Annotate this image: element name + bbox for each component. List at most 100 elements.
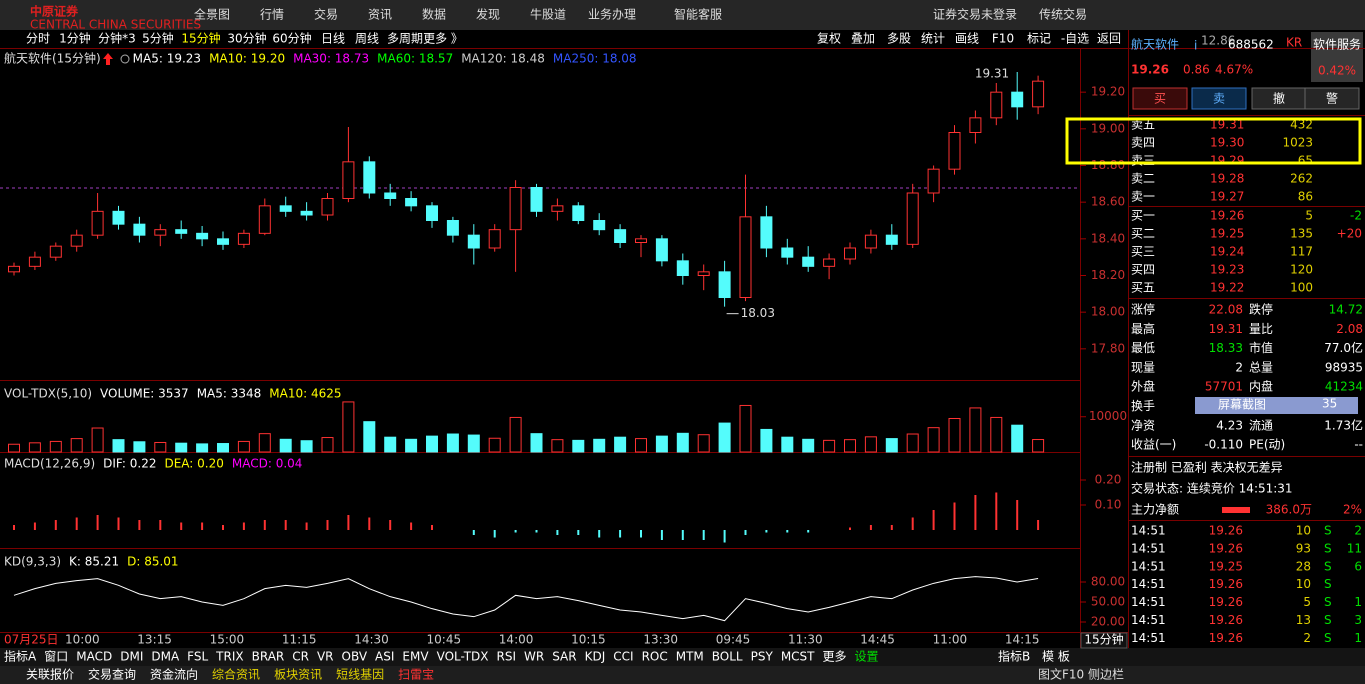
tool-button[interactable]: -自选 — [1061, 32, 1089, 46]
trade-side: S — [1324, 613, 1332, 627]
x-tick-label: 13:30 — [643, 633, 678, 647]
level-label: 卖四 — [1131, 136, 1155, 150]
indicator-tab[interactable]: CCI — [613, 650, 633, 664]
period-tab[interactable]: 分钟*3 — [98, 31, 136, 46]
trade-button-bg[interactable] — [1132, 87, 1188, 110]
login-status[interactable]: 证券交易未登录 — [933, 7, 1017, 22]
menu-item[interactable]: 全景图 — [194, 7, 230, 22]
trade-button[interactable]: 警 — [1326, 91, 1338, 106]
indicator-tab[interactable]: 指标B — [998, 649, 1030, 664]
indicator-tab[interactable]: VR — [317, 650, 334, 664]
indicator-tab[interactable]: DMA — [151, 650, 180, 664]
period-tab[interactable]: 60分钟 — [272, 31, 311, 46]
footer-link[interactable]: 交易查询 — [88, 667, 136, 682]
level-price: 19.24 — [1210, 245, 1244, 259]
tool-button[interactable]: 标记 — [1027, 32, 1051, 46]
period-tab[interactable]: 分时 — [26, 32, 50, 46]
candle-body — [948, 132, 961, 170]
template-tab[interactable]: 模 板 — [1042, 650, 1070, 664]
footer-link[interactable]: 板块资讯 — [274, 668, 322, 682]
footer-link[interactable]: 综合资讯 — [212, 667, 260, 682]
level-volume: 135 — [1290, 227, 1313, 241]
tool-button[interactable]: 复权 — [817, 32, 841, 46]
menu-item[interactable]: 交易 — [314, 7, 338, 22]
menu-item[interactable]: 行情 — [260, 8, 284, 22]
footer-link[interactable]: 关联报价 — [26, 667, 74, 682]
menu-item[interactable]: 业务办理 — [588, 7, 636, 22]
mode[interactable]: 传统交易 — [1039, 7, 1087, 22]
y-tick-label: 19.20 — [1091, 85, 1125, 99]
menu-item[interactable]: 数据 — [422, 7, 446, 22]
indicator-tab[interactable]: KDJ — [585, 650, 606, 664]
period-tab[interactable]: 1分钟 — [59, 31, 91, 46]
period-tab[interactable]: 30分钟 — [227, 31, 266, 46]
volume-bar — [446, 433, 459, 453]
indicator-tab[interactable]: PSY — [751, 650, 774, 664]
stat-label: 总量 — [1249, 360, 1273, 374]
period-tab[interactable]: 多周期 — [387, 32, 423, 46]
y-tick-label: 0.20 — [1095, 473, 1122, 487]
trade-button[interactable]: 买 — [1154, 92, 1166, 106]
indicator-tab[interactable]: MCST — [781, 650, 815, 664]
tool-button[interactable]: 统计 — [921, 32, 945, 46]
y-tick-label: 20.00 — [1091, 615, 1125, 629]
sector-name[interactable]: 软件服务 — [1313, 37, 1361, 52]
period-tab[interactable]: 更多 》 — [423, 32, 463, 46]
candle-body — [154, 229, 167, 236]
x-tick-label: 11:00 — [933, 633, 968, 647]
period-tab[interactable]: 周线 — [355, 32, 379, 46]
tool-button[interactable]: 叠加 — [851, 32, 875, 46]
indicator-tab[interactable]: BRAR — [252, 650, 285, 664]
trade-price: 19.26 — [1209, 541, 1243, 555]
indicator-tab[interactable]: MTM — [676, 650, 704, 664]
volume-bar — [864, 436, 877, 453]
footer-link[interactable]: 资金流向 — [150, 667, 198, 682]
volume-bar — [655, 435, 668, 453]
period-tab[interactable]: 15分钟 — [181, 31, 220, 46]
indicator-tab[interactable]: MACD — [76, 650, 112, 664]
trade-button-bg[interactable] — [1304, 87, 1360, 110]
y-tick-label: 0.10 — [1095, 498, 1122, 512]
tooltip-value: 35 — [1322, 397, 1337, 411]
indicator-tab[interactable]: BOLL — [712, 650, 743, 664]
footer-link[interactable]: 扫雷宝 — [398, 668, 434, 682]
menu-item[interactable]: 牛股道 — [530, 7, 566, 22]
tool-button[interactable]: 返回 — [1097, 32, 1121, 46]
indicator-tab[interactable]: CR — [292, 650, 309, 664]
indicator-tab[interactable]: ASI — [375, 650, 394, 664]
period-tab[interactable]: 日线 — [321, 32, 345, 46]
indicator-tab[interactable]: RSI — [497, 650, 517, 664]
indicator-tab[interactable]: 指标A — [4, 649, 37, 664]
level-label: 买五 — [1131, 281, 1155, 295]
menu-item[interactable]: 发现 — [476, 7, 500, 22]
stat-value: 4.23 — [1216, 418, 1243, 432]
candle-body — [175, 229, 188, 234]
footer-right[interactable]: 图文F10 侧边栏 — [1038, 667, 1124, 682]
candle-body — [614, 229, 627, 244]
indicator-tab[interactable]: SAR — [552, 650, 576, 664]
tool-button[interactable]: F10 — [992, 32, 1014, 46]
footer-link[interactable]: 短线基因 — [336, 668, 384, 682]
indicator-tab[interactable]: ROC — [642, 650, 668, 664]
trade-button[interactable]: 卖 — [1213, 92, 1225, 106]
tool-button[interactable]: 多股 — [887, 32, 911, 46]
candle-body — [258, 205, 271, 234]
tool-button[interactable]: 画线 — [955, 32, 979, 46]
indicator-tab[interactable]: TRIX — [215, 650, 243, 664]
indicator-tab[interactable]: VOL-TDX — [437, 650, 489, 664]
indicator-tab[interactable]: 窗口 — [44, 650, 68, 664]
indicator-tab[interactable]: 设置 — [855, 650, 879, 664]
menu-item[interactable]: 资讯 — [368, 8, 392, 22]
indicator-tab[interactable]: FSL — [187, 650, 208, 664]
indicator-tab[interactable]: 更多 — [823, 650, 847, 664]
period-tab[interactable]: 5分钟 — [142, 31, 174, 46]
indicator-tab[interactable]: OBV — [342, 650, 368, 664]
indicator-tab[interactable]: EMV — [402, 650, 429, 664]
trade-button-bg[interactable] — [1191, 87, 1247, 110]
menu-item[interactable]: 智能客服 — [674, 7, 722, 22]
indicator-tab[interactable]: DMI — [120, 650, 143, 664]
trade-button[interactable]: 撤 — [1273, 91, 1285, 106]
stat-value: 19.31 — [1209, 322, 1243, 336]
indicator-tab[interactable]: WR — [524, 650, 544, 664]
trade-price: 19.26 — [1209, 595, 1243, 609]
